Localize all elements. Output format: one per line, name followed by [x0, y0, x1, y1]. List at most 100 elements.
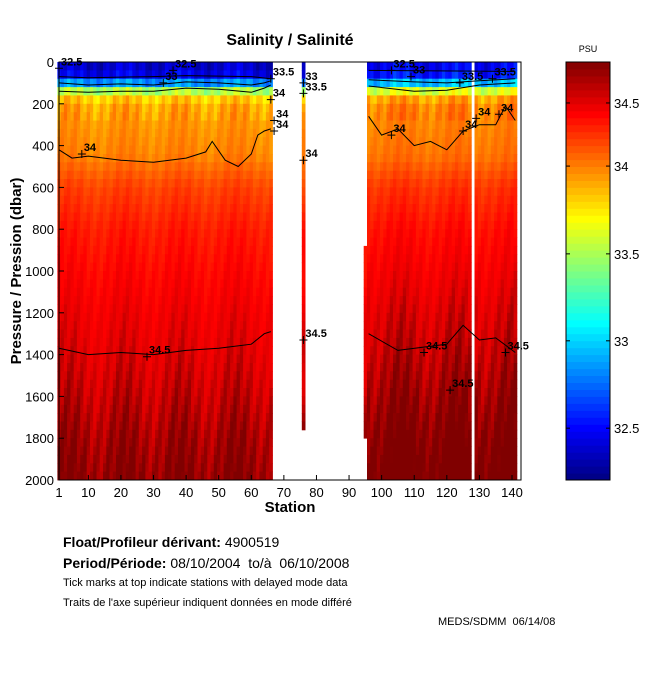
heatmap-cell [412, 271, 417, 280]
heatmap-cell [181, 354, 185, 364]
heatmap-cell [438, 245, 443, 255]
heatmap-cell [435, 245, 440, 255]
heatmap-cell [106, 187, 110, 197]
heatmap-cell [269, 329, 273, 339]
heatmap-cell [441, 279, 446, 289]
heatmap-cell [86, 62, 91, 71]
heatmap-cell [230, 287, 234, 297]
heatmap-cell [135, 363, 140, 372]
heatmap-cell [106, 388, 110, 397]
heatmap-cell [145, 70, 150, 80]
heatmap-cell [393, 413, 397, 422]
heatmap-cell [425, 312, 430, 322]
heatmap-cell [161, 145, 166, 155]
heatmap-cell [83, 413, 88, 422]
heatmap-cell [96, 388, 101, 397]
heatmap-cell [204, 379, 208, 389]
heatmap-cell [138, 388, 143, 397]
heatmap-cell [83, 87, 88, 96]
heatmap-cell [132, 78, 136, 88]
heatmap-cell [236, 229, 241, 238]
heatmap-cell [380, 87, 384, 96]
heatmap-cell [226, 128, 231, 138]
heatmap-cell [393, 220, 397, 230]
heatmap-cell [106, 220, 110, 230]
heatmap-cell [425, 379, 430, 389]
heatmap-cell [197, 438, 202, 447]
heatmap-cell [265, 279, 270, 289]
heatmap-cell [373, 187, 378, 197]
heatmap-cell [90, 262, 94, 272]
heatmap-cell [125, 304, 130, 314]
heatmap-cell [246, 95, 251, 105]
heatmap-cell [197, 137, 202, 146]
heatmap-cell [376, 245, 381, 255]
heatmap-cell [116, 354, 120, 364]
heatmap-cell [249, 421, 254, 431]
heatmap-cell [86, 112, 91, 121]
heatmap-cell [370, 404, 374, 414]
heatmap-cell [171, 87, 176, 96]
heatmap-cell [99, 346, 104, 355]
heatmap-cell [230, 220, 234, 230]
heatmap-cell [109, 329, 114, 339]
heatmap-cell [415, 195, 420, 205]
heatmap-cell [451, 220, 456, 230]
heatmap-cell [301, 120, 306, 130]
heatmap-cell [455, 229, 459, 238]
heatmap-cell [96, 154, 101, 163]
heatmap-cell [243, 304, 247, 314]
heatmap-cell [109, 128, 114, 138]
heatmap-cell [73, 346, 78, 355]
heatmap-cell [158, 471, 163, 481]
heatmap-cell [151, 363, 156, 372]
heatmap-cell [422, 354, 427, 364]
heatmap-cell [60, 237, 65, 247]
heatmap-cell [230, 396, 234, 406]
heatmap-cell [252, 78, 257, 88]
heatmap-cell [425, 170, 430, 180]
heatmap-cell [402, 329, 407, 339]
heatmap-cell [249, 429, 254, 439]
heatmap-cell [448, 287, 453, 297]
heatmap-cell [67, 329, 71, 339]
heatmap-cell [213, 195, 218, 205]
heatmap-cell [138, 128, 143, 138]
heatmap-cell [109, 195, 114, 205]
heatmap-cell [80, 404, 84, 414]
heatmap-cell [155, 312, 159, 322]
heatmap-cell [138, 471, 143, 481]
heatmap-cell [129, 95, 133, 105]
heatmap-cell [129, 70, 133, 80]
heatmap-cell [200, 254, 205, 264]
heatmap-cell [220, 329, 224, 339]
heatmap-cell [63, 454, 68, 464]
heatmap-cell [80, 187, 84, 197]
heatmap-cell [151, 312, 156, 322]
heatmap-cell [438, 145, 443, 155]
heatmap-cell [252, 271, 257, 280]
heatmap-cell [386, 363, 391, 372]
heatmap-cell [142, 312, 146, 322]
heatmap-cell [90, 371, 94, 381]
heatmap-cell [148, 145, 153, 155]
heatmap-cell [380, 279, 384, 289]
heatmap-cell [256, 287, 260, 297]
heatmap-cell [60, 413, 65, 422]
heatmap-cell [191, 162, 195, 172]
heatmap-cell [389, 363, 394, 372]
heatmap-cell [239, 287, 244, 297]
heatmap-cell [174, 304, 179, 314]
heatmap-cell [103, 404, 107, 414]
heatmap-cell [187, 379, 192, 389]
heatmap-cell [441, 396, 446, 406]
heatmap-cell [451, 254, 456, 264]
heatmap-cell [256, 304, 260, 314]
heatmap-cell [148, 337, 153, 347]
heatmap-cell [239, 237, 244, 247]
heatmap-cell [376, 95, 381, 105]
heatmap-cell [145, 329, 150, 339]
heatmap-cell [76, 454, 81, 464]
heatmap-cell [441, 112, 446, 121]
heatmap-cell [373, 103, 378, 113]
